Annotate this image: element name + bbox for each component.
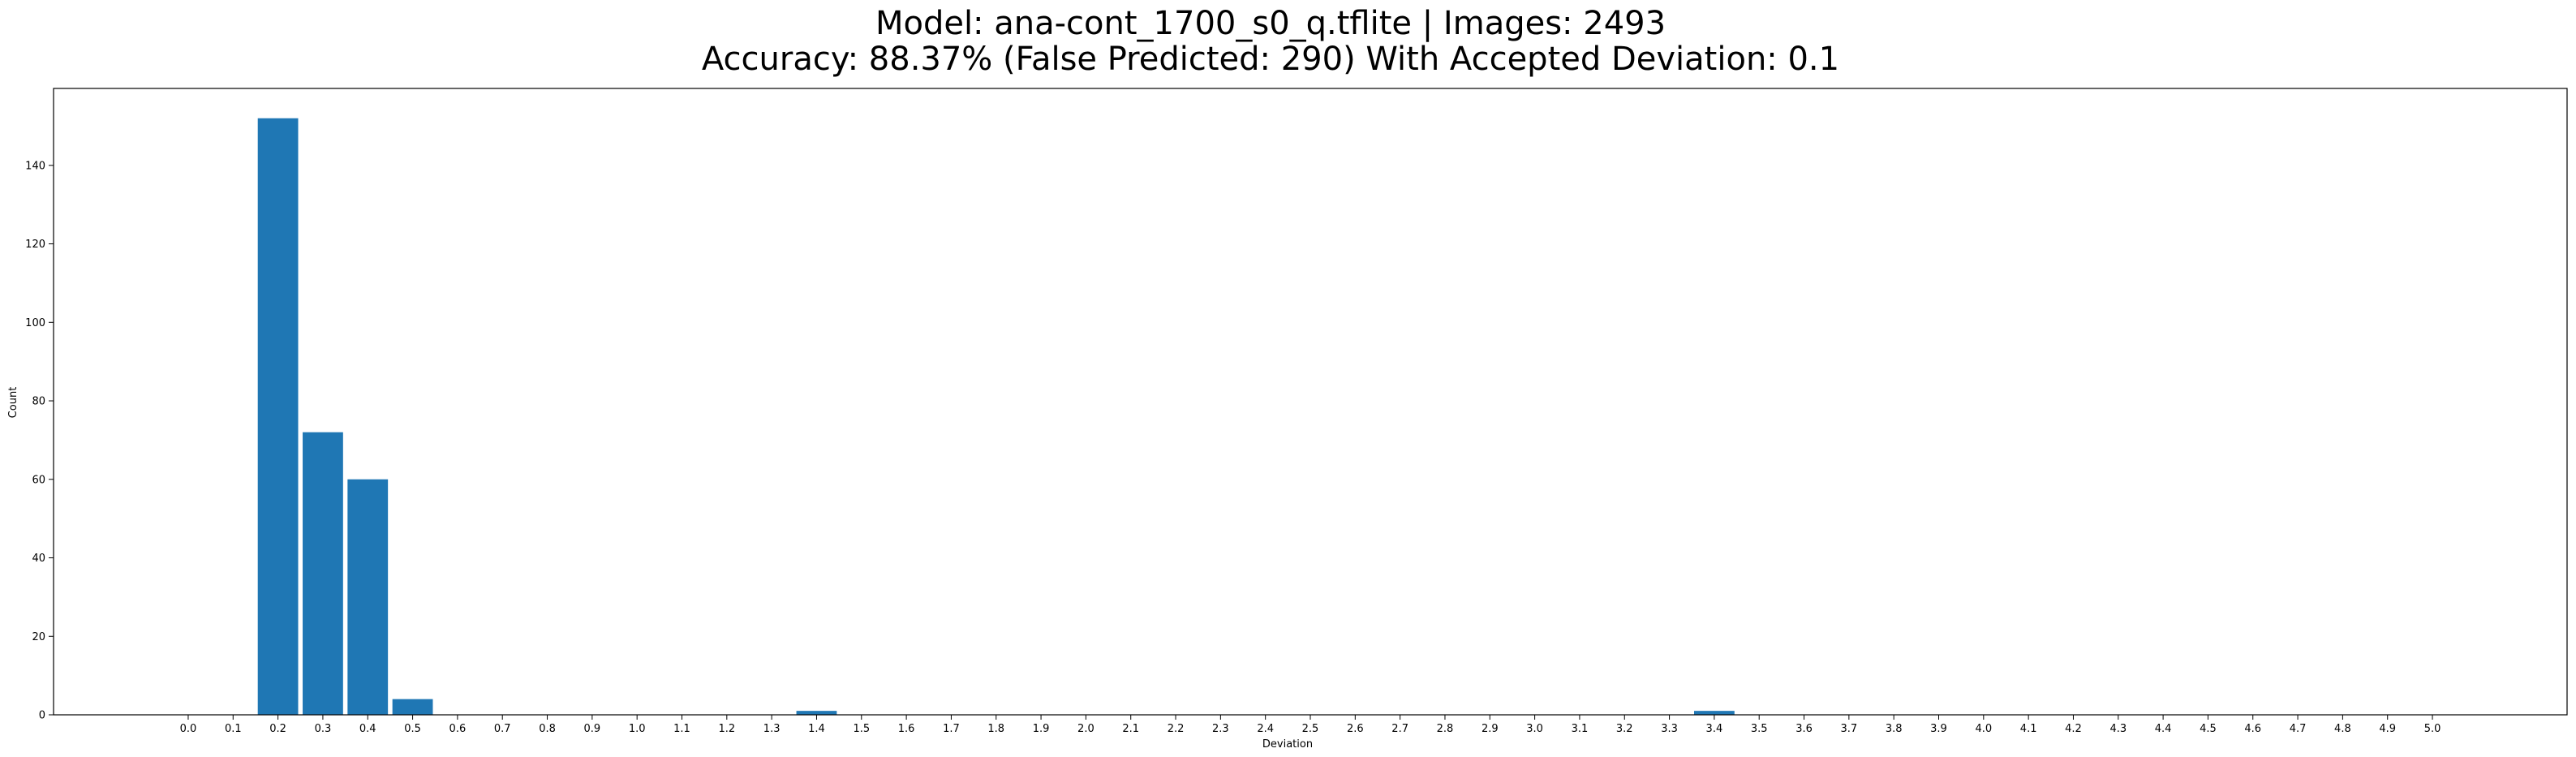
bar-3-4 — [1694, 711, 1735, 715]
x-tick-label: 4.8 — [2334, 723, 2351, 735]
x-tick-label: 2.4 — [1257, 723, 1274, 735]
x-tick-label: 2.5 — [1302, 723, 1319, 735]
y-tick-label: 20 — [32, 631, 45, 643]
x-tick-label: 0.8 — [539, 723, 556, 735]
x-tick-label: 0.0 — [180, 723, 197, 735]
x-tick-label: 1.9 — [1033, 723, 1050, 735]
x-tick-label: 2.0 — [1077, 723, 1094, 735]
bar-0-4 — [347, 479, 389, 715]
x-tick-label: 4.7 — [2290, 723, 2307, 735]
x-tick-label: 1.1 — [673, 723, 690, 735]
x-tick-label: 3.6 — [1795, 723, 1813, 735]
x-tick-label: 1.3 — [763, 723, 781, 735]
y-tick-label: 40 — [32, 553, 45, 565]
x-tick-label: 3.8 — [1886, 723, 1903, 735]
x-tick-label: 3.2 — [1616, 723, 1633, 735]
bar-1-4 — [796, 711, 837, 715]
x-tick-label: 4.6 — [2244, 723, 2261, 735]
x-tick-label: 4.5 — [2200, 723, 2217, 735]
x-tick-label: 2.1 — [1122, 723, 1139, 735]
x-tick-label: 0.9 — [584, 723, 601, 735]
x-tick-label: 2.8 — [1437, 723, 1454, 735]
y-axis-label: Count — [7, 387, 19, 419]
x-tick-label: 3.3 — [1661, 723, 1678, 735]
y-tick-label: 140 — [25, 160, 45, 172]
x-tick-label: 2.3 — [1212, 723, 1229, 735]
x-tick-label: 1.7 — [943, 723, 960, 735]
x-tick-label: 0.1 — [225, 723, 242, 735]
x-tick-label: 4.4 — [2155, 723, 2172, 735]
x-tick-label: 4.1 — [2020, 723, 2037, 735]
chart-title-line-2: Accuracy: 88.37% (False Predicted: 290) … — [702, 41, 1839, 78]
x-tick-label: 3.7 — [1841, 723, 1858, 735]
x-tick-label: 3.4 — [1706, 723, 1723, 735]
x-tick-label: 1.0 — [629, 723, 646, 735]
x-tick-label: 4.2 — [2065, 723, 2082, 735]
x-tick-label: 0.3 — [315, 723, 332, 735]
x-tick-label: 2.9 — [1482, 723, 1499, 735]
y-axis: 0 20 40 60 80 100 120 140 — [25, 160, 54, 722]
bar-0-2 — [257, 118, 299, 715]
x-tick-label: 1.6 — [898, 723, 915, 735]
x-tick-label: 1.5 — [853, 723, 870, 735]
plot-frame — [53, 88, 2568, 716]
x-tick-label: 4.3 — [2109, 723, 2127, 735]
x-tick-label: 4.0 — [1975, 723, 1992, 735]
x-tick-label: 0.2 — [269, 723, 286, 735]
x-tick-label: 4.9 — [2379, 723, 2396, 735]
x-axis-label: Deviation — [1262, 738, 1313, 751]
x-tick-label: 2.6 — [1347, 723, 1364, 735]
x-tick-label: 2.2 — [1168, 723, 1185, 735]
y-tick-label: 100 — [25, 317, 45, 329]
x-tick-label: 0.7 — [494, 723, 511, 735]
x-tick-label: 2.7 — [1391, 723, 1408, 735]
x-tick-label: 1.4 — [808, 723, 825, 735]
x-tick-label: 3.9 — [1930, 723, 1947, 735]
y-tick-label: 80 — [32, 396, 45, 408]
x-tick-label: 3.1 — [1572, 723, 1589, 735]
x-axis: 0.0 0.1 0.2 0.3 0.4 0.5 0.6 0.7 0.8 0.9 1.0 1.1 1.2 1… — [180, 715, 2441, 735]
x-tick-label: 3.5 — [1751, 723, 1768, 735]
x-tick-label: 1.8 — [987, 723, 1004, 735]
bar-0-3 — [303, 432, 343, 715]
bar-0-5 — [392, 699, 433, 715]
x-tick-label: 0.6 — [449, 723, 467, 735]
chart-title-line-1: Model: ana-cont_1700_s0_q.tflite | Image… — [875, 5, 1666, 42]
y-tick-label: 120 — [25, 239, 45, 251]
x-tick-label: 5.0 — [2424, 723, 2441, 735]
x-tick-label: 0.5 — [404, 723, 421, 735]
x-tick-label: 1.2 — [718, 723, 735, 735]
x-tick-label: 0.4 — [359, 723, 376, 735]
y-tick-label: 60 — [32, 474, 45, 486]
x-tick-label: 3.0 — [1526, 723, 1543, 735]
y-tick-label: 0 — [39, 710, 45, 722]
bars-group — [257, 118, 1735, 715]
